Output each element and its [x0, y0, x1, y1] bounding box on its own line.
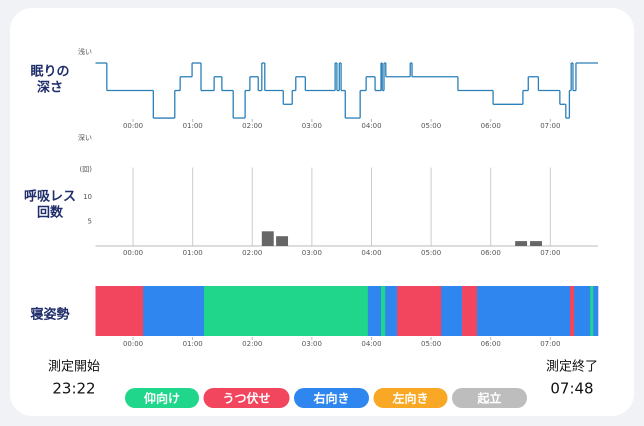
x-tick-label: 07:00: [540, 249, 560, 257]
x-tick-label: 02:00: [242, 249, 262, 257]
x-tick-label: 04:00: [361, 340, 381, 348]
x-tick-label: 03:00: [302, 340, 322, 348]
x-tick-label: 00:00: [123, 340, 143, 348]
card: [10, 8, 634, 416]
x-tick-label: 02:00: [242, 340, 262, 348]
panel-title: 寝姿勢: [30, 307, 69, 323]
end-label: 測定終了: [546, 359, 598, 375]
start-time: 23:22: [52, 380, 95, 398]
x-tick-label: 06:00: [481, 122, 501, 130]
posture-segment: [385, 286, 398, 336]
x-tick-label: 04:00: [361, 122, 381, 130]
start-label: 測定開始: [48, 360, 100, 375]
bar: [530, 241, 542, 246]
panel-title: 深さ: [37, 80, 63, 96]
x-tick-label: 01:00: [183, 122, 203, 130]
legend-label: 右向き: [312, 391, 349, 406]
posture-segment: [143, 286, 205, 336]
x-tick-label: 05:00: [421, 249, 441, 257]
legend-pill: [203, 388, 290, 408]
y-tick-label: 5: [88, 218, 92, 226]
legend-pill: [125, 388, 199, 408]
posture-segment: [367, 286, 382, 336]
y-tick-label: 深い: [78, 133, 92, 142]
panel-title: 回数: [37, 205, 64, 221]
posture-segment: [462, 286, 478, 336]
legend-label: 左向き: [391, 391, 428, 406]
panel-title: 呼吸レス: [24, 189, 76, 205]
panel-title: 眠りの: [30, 65, 69, 80]
x-tick-label: 07:00: [540, 340, 560, 348]
x-tick-label: 03:00: [302, 122, 322, 130]
x-tick-label: 04:00: [361, 249, 381, 257]
posture-segment: [476, 286, 571, 336]
y-tick-label: 浅い: [78, 47, 92, 56]
posture-segment: [574, 286, 591, 336]
posture-segment: [203, 286, 369, 336]
posture-segment: [569, 286, 575, 336]
posture-segment: [397, 286, 442, 336]
x-tick-label: 05:00: [421, 122, 441, 130]
x-tick-label: 02:00: [242, 122, 262, 130]
posture-segment: [381, 286, 386, 336]
x-tick-label: 00:00: [123, 249, 143, 257]
y-unit: (回): [80, 166, 93, 174]
x-tick-label: 06:00: [481, 340, 501, 348]
posture-segment: [441, 286, 463, 336]
bar: [261, 231, 274, 246]
bar: [276, 236, 289, 246]
posture-segment: [593, 286, 599, 336]
legend-pill: [373, 388, 448, 408]
x-tick-label: 03:00: [302, 249, 322, 257]
legend-pill: [294, 388, 369, 408]
y-tick-label: 10: [83, 193, 92, 201]
posture-segment: [590, 286, 594, 336]
x-tick-label: 07:00: [540, 122, 560, 130]
x-tick-label: 01:00: [183, 340, 203, 348]
posture-segment: [95, 286, 144, 336]
end-time: 07:48: [550, 380, 593, 398]
x-tick-label: 01:00: [183, 249, 203, 257]
legend-label: 仰向け: [144, 391, 180, 406]
legend-pill: [452, 388, 527, 408]
x-tick-label: 05:00: [421, 340, 441, 348]
legend-label: 起立: [476, 391, 501, 406]
x-tick-label: 06:00: [481, 249, 501, 257]
bar: [515, 241, 528, 246]
x-tick-label: 00:00: [123, 122, 143, 130]
legend-label: うつ伏せ: [222, 391, 270, 406]
